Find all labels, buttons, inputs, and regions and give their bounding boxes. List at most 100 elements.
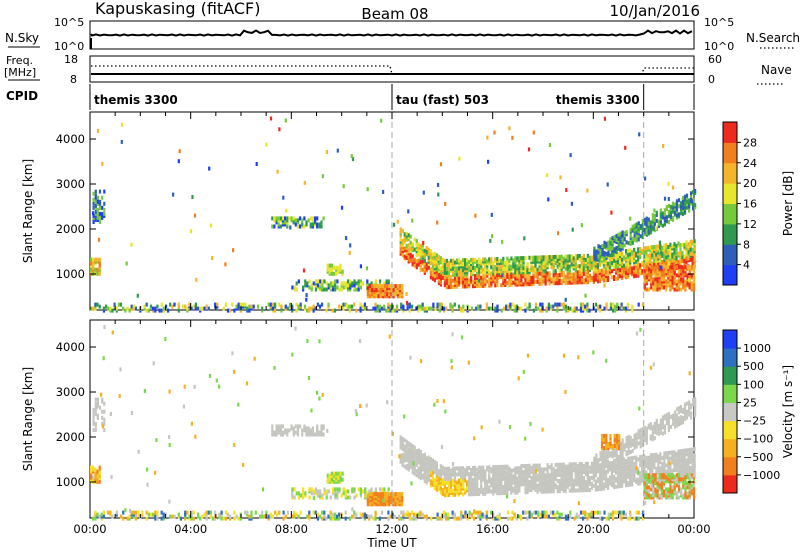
echo-cell bbox=[681, 453, 683, 457]
echo-cell bbox=[458, 489, 460, 493]
echo-cell bbox=[488, 473, 490, 477]
nave-label: Nave bbox=[761, 63, 792, 77]
echo-cell bbox=[524, 266, 526, 270]
echo-cell bbox=[364, 487, 366, 491]
echo-cell bbox=[488, 278, 490, 282]
echo-cell bbox=[460, 474, 462, 478]
echo-cell bbox=[300, 511, 302, 515]
echo-cell bbox=[347, 496, 349, 500]
echo-cell bbox=[206, 511, 208, 515]
echo-cell bbox=[597, 269, 599, 273]
echo-cell bbox=[452, 259, 454, 263]
echo-cell bbox=[518, 256, 520, 260]
echo-cell bbox=[547, 255, 549, 259]
echo-cell bbox=[283, 511, 285, 515]
echo-cell bbox=[583, 464, 585, 468]
echo-cell bbox=[556, 303, 558, 307]
echo-cell bbox=[99, 200, 101, 204]
echo-cell bbox=[573, 256, 575, 260]
echo-cell bbox=[559, 513, 561, 517]
echo-cell bbox=[524, 303, 526, 307]
echo-cell bbox=[432, 265, 434, 269]
echo-cell bbox=[199, 517, 201, 521]
echo-cell bbox=[545, 484, 547, 488]
echo-cell bbox=[557, 479, 559, 483]
echo-cell bbox=[462, 305, 464, 309]
echo-cell bbox=[438, 481, 440, 485]
echo-cell bbox=[524, 464, 526, 468]
echo-cell bbox=[323, 515, 325, 519]
echo-cell bbox=[308, 487, 310, 491]
echo-cell bbox=[627, 263, 629, 267]
echo-cell bbox=[510, 473, 512, 477]
echo-cell bbox=[287, 307, 289, 311]
echo-cell bbox=[563, 261, 565, 265]
echo-cell bbox=[386, 492, 388, 496]
echo-cell bbox=[92, 258, 94, 262]
echo-cell bbox=[422, 453, 424, 457]
echo-cell bbox=[311, 283, 313, 287]
echo-cell bbox=[439, 309, 441, 313]
echo-cell bbox=[543, 488, 545, 492]
echo-cell bbox=[516, 466, 518, 470]
echo-cell bbox=[668, 197, 670, 201]
echo-cell bbox=[482, 268, 484, 272]
echo-cell bbox=[635, 270, 637, 274]
echo-cell bbox=[332, 288, 334, 292]
echo-cell bbox=[382, 492, 384, 496]
echo-cell bbox=[349, 305, 351, 309]
echo-cell bbox=[310, 307, 312, 311]
echo-cell bbox=[546, 511, 548, 515]
echo-cell bbox=[414, 472, 416, 476]
echo-cell bbox=[623, 461, 625, 465]
echo-cell bbox=[456, 273, 458, 277]
echo-cell bbox=[613, 463, 615, 467]
echo-cell bbox=[321, 303, 323, 307]
echo-cell bbox=[641, 261, 643, 265]
echo-cell bbox=[422, 465, 424, 469]
echo-cell bbox=[595, 278, 597, 282]
echo-cell bbox=[412, 258, 414, 262]
echo-cell bbox=[404, 453, 406, 457]
echo-cell bbox=[551, 255, 553, 259]
echo-cell bbox=[490, 467, 492, 471]
echo-cell bbox=[284, 216, 286, 220]
echo-cell bbox=[436, 274, 438, 278]
echo-cell bbox=[561, 303, 563, 307]
echo-cell bbox=[595, 486, 597, 490]
echo-cell bbox=[126, 307, 128, 311]
echo-cell bbox=[406, 244, 408, 248]
echo-cell bbox=[692, 256, 694, 260]
echo-cell bbox=[388, 487, 390, 491]
echo-cell bbox=[541, 474, 543, 478]
echo-cell bbox=[553, 255, 555, 259]
echo-cell bbox=[404, 465, 406, 469]
echo-cell bbox=[472, 472, 474, 476]
echo-cell bbox=[565, 188, 567, 192]
echo-cell bbox=[334, 517, 336, 521]
echo-cell bbox=[274, 303, 276, 307]
echo-cell bbox=[476, 468, 478, 472]
echo-cell bbox=[528, 282, 530, 286]
echo-cell bbox=[390, 305, 392, 309]
echo-cell bbox=[682, 206, 684, 210]
echo-cell bbox=[659, 460, 661, 464]
echo-cell bbox=[329, 474, 331, 478]
echo-cell bbox=[255, 511, 257, 515]
echo-cell bbox=[445, 517, 447, 521]
echo-cell bbox=[94, 268, 96, 272]
echo-cell bbox=[678, 212, 680, 216]
echo-cell bbox=[537, 280, 539, 284]
echo-cell bbox=[616, 234, 618, 238]
echo-cell bbox=[663, 452, 665, 456]
echo-cell bbox=[537, 268, 539, 272]
echo-cell bbox=[163, 513, 165, 517]
echo-cell bbox=[599, 487, 601, 491]
echo-cell bbox=[400, 435, 402, 439]
echo-cell bbox=[690, 258, 692, 262]
echo-cell bbox=[502, 281, 504, 285]
echo-cell bbox=[487, 160, 489, 164]
echo-cell bbox=[103, 418, 105, 422]
echo-cell bbox=[627, 481, 629, 485]
echo-cell bbox=[221, 517, 223, 521]
